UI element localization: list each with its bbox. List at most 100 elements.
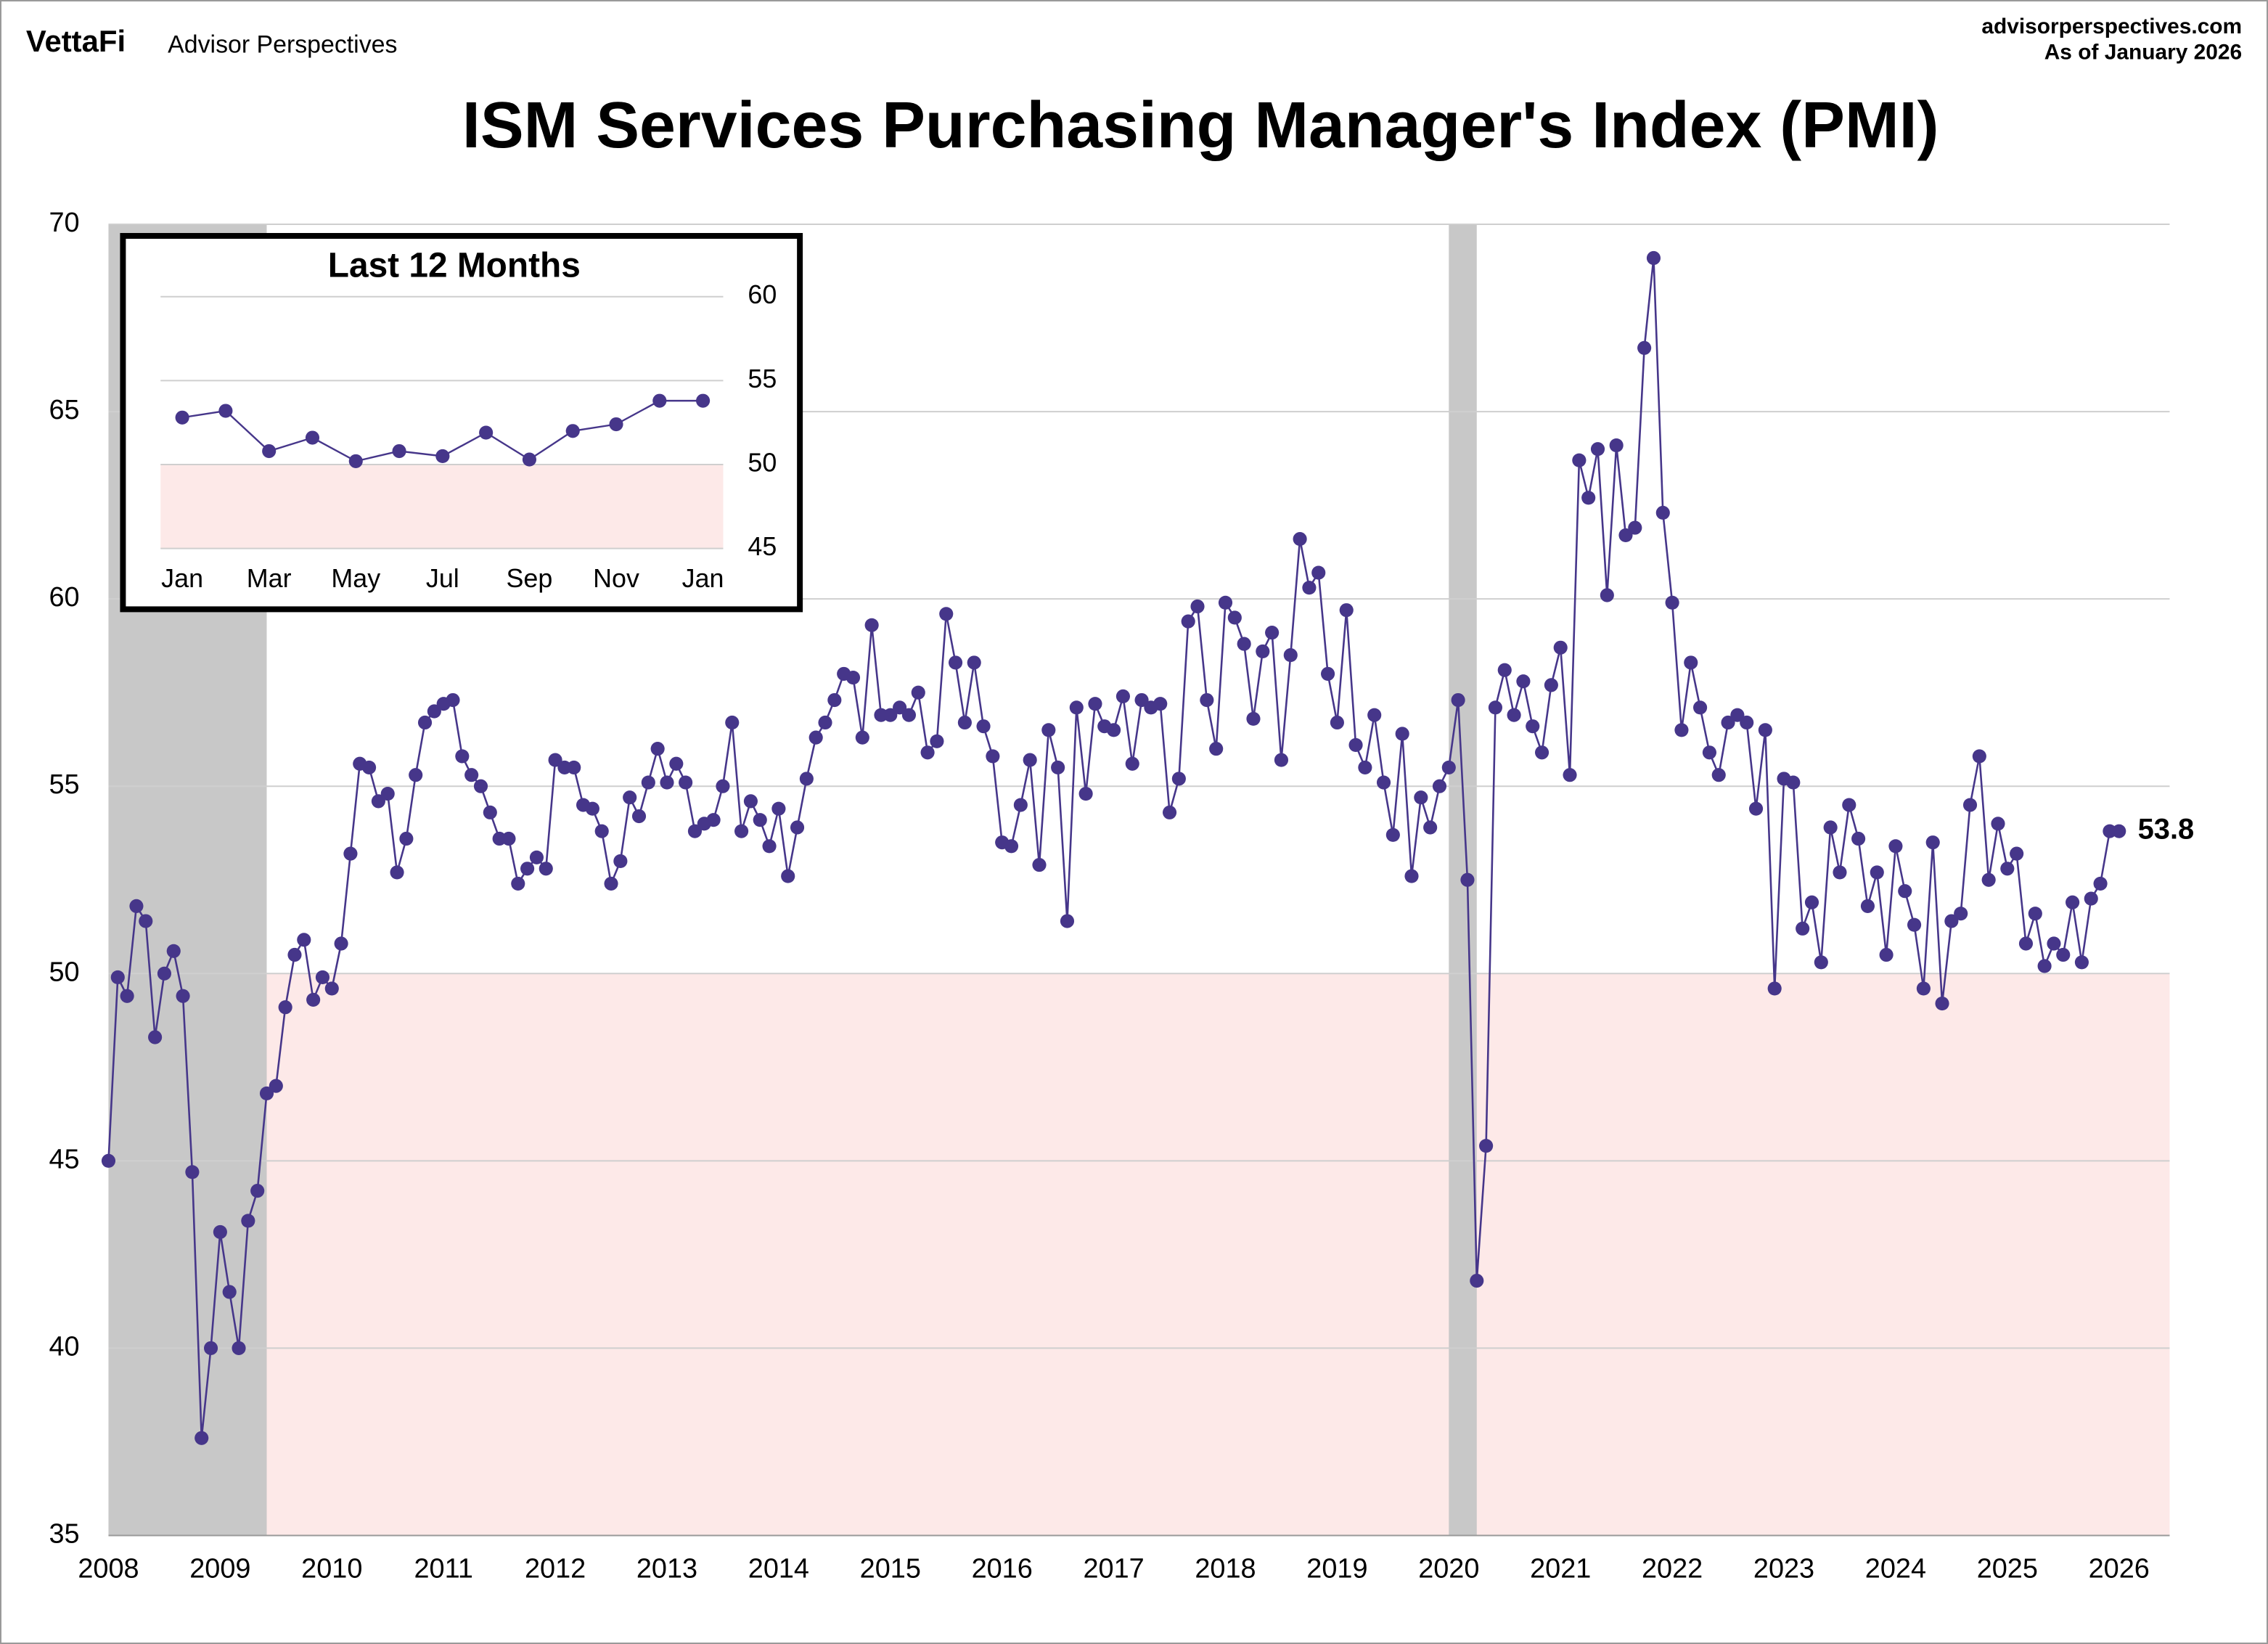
data-point [1470,1273,1484,1288]
x-tick-label: 2019 [1306,1553,1367,1584]
data-point [594,824,609,838]
data-point [1460,872,1475,887]
data-point [479,425,494,440]
data-point [1693,700,1708,715]
data-point [185,1165,200,1179]
x-tick-label: Jan [682,564,724,593]
data-point [893,700,907,715]
data-point [2093,876,2108,891]
x-tick-label: 2011 [414,1553,472,1584]
data-point [1376,775,1391,790]
data-point [1581,491,1596,505]
data-point [1078,786,1093,801]
data-point [399,831,414,846]
data-point [176,989,190,1003]
data-point [930,734,944,748]
data-point [1023,753,1037,767]
data-point [278,1000,292,1015]
data-point [427,704,441,719]
data-point [455,749,470,764]
data-point [1274,753,1289,767]
data-point [1721,715,1735,730]
y-tick-label: 35 [49,1518,79,1549]
data-point [1200,692,1214,708]
y-tick-label: 70 [49,208,79,238]
data-point [631,809,647,824]
data-point [753,813,767,827]
data-point [1041,723,1056,737]
x-tick-label: 2015 [860,1553,921,1584]
brand-sub: Advisor Perspectives [168,31,397,59]
data-point [1358,760,1372,774]
data-point [1823,820,1838,835]
data-point [1851,831,1866,846]
data-point [390,865,404,880]
data-point [120,989,134,1003]
data-point [1748,801,1764,816]
data-point [687,824,703,838]
x-tick-label: 2022 [1642,1553,1703,1584]
data-point [1888,839,1903,854]
data-point [1115,689,1130,703]
data-point [2084,891,2098,906]
data-point [2018,936,2034,951]
data-point [2010,846,2024,861]
data-point [1367,708,1382,722]
data-point [1600,588,1614,602]
data-point [1339,603,1354,618]
data-point [1740,715,1754,730]
data-point [2000,862,2015,876]
data-point [1060,914,1075,928]
data-point [1628,520,1642,535]
data-point [799,772,814,786]
data-point [464,768,479,782]
data-point [213,1224,227,1239]
data-point [1088,697,1102,711]
data-point [679,775,693,790]
data-point [808,730,823,745]
data-point [334,936,348,951]
inset-title: Last 12 Months [328,246,581,285]
data-point [1786,775,1801,790]
data-point [241,1214,255,1228]
inset: 45 50 55 60 Jan Mar May Jul Sep Nov Jan Last 12 Mon… [120,233,803,613]
data-point [1730,708,1745,722]
contraction-zone [108,973,2170,1536]
data-point [855,730,869,745]
data-point [371,794,385,809]
data-point [1655,505,1670,520]
data-point [771,801,786,816]
x-tick-label: 2016 [972,1553,1033,1584]
data-point [1395,727,1409,741]
data-point [1954,907,1968,921]
x-tick-label: 2017 [1083,1553,1144,1584]
data-point [1702,745,1716,760]
data-point [110,970,125,985]
data-point [1962,798,1978,812]
data-point [166,944,181,958]
data-point [259,1086,274,1101]
data-point [195,1431,209,1445]
data-point [818,715,832,730]
x-tick-label: Jan [161,564,203,593]
data-point [1423,820,1438,835]
data-point [222,1285,237,1299]
data-point [1842,798,1856,812]
data-point [920,745,935,760]
data-point [1004,839,1019,854]
x-tick-label: 2008 [78,1553,139,1584]
data-point [669,756,684,771]
data-point [1451,692,1465,708]
data-point [650,742,665,756]
data-point [1609,438,1624,453]
data-point [1972,749,1986,764]
data-point [1916,981,1931,996]
data-point [609,417,623,432]
data-point [1190,599,1205,614]
y-tick-label: 60 [49,582,79,613]
data-point [1153,697,1168,711]
x-tick-label: 2012 [525,1553,586,1584]
data-point [1069,700,1084,715]
